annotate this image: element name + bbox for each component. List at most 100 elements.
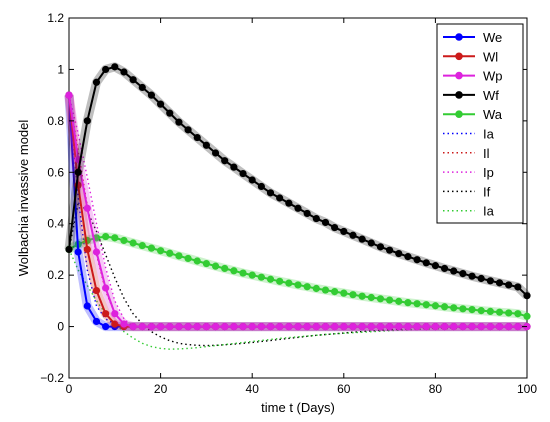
tick-layer: 0 20 40 60 80 100−0.200.20.40.60.811.2 (40, 11, 537, 396)
data-point (340, 322, 348, 331)
data-point (111, 63, 119, 71)
data-point (83, 245, 91, 254)
x-tick-label: 20 (154, 382, 168, 396)
data-point (83, 117, 91, 125)
legend-marker (455, 110, 463, 118)
legend-entry: Wa (443, 107, 503, 122)
data-point (505, 281, 513, 289)
legend-entry: Wl (443, 49, 498, 64)
data-point (157, 322, 165, 331)
data-point (276, 322, 284, 331)
data-point (92, 78, 101, 86)
data-point (495, 308, 504, 316)
data-point (138, 241, 146, 250)
legend-entry: Wf (443, 88, 499, 103)
data-point (120, 68, 128, 76)
data-point (514, 283, 522, 291)
data-point (514, 322, 522, 331)
data-point (211, 322, 220, 331)
data-point (92, 317, 101, 326)
data-point (404, 299, 412, 307)
legend-entry: Il (443, 146, 490, 161)
data-point (468, 306, 476, 314)
data-point (102, 232, 110, 241)
data-point (129, 239, 137, 247)
legend-label: Il (483, 146, 490, 161)
data-point (294, 204, 302, 212)
data-point (257, 182, 265, 191)
data-point (65, 91, 73, 99)
y-tick-label: 0.8 (47, 114, 64, 128)
data-point (349, 322, 357, 331)
data-point (367, 239, 375, 247)
data-point (440, 322, 449, 331)
data-point (303, 283, 311, 291)
legend-entry: Wp (443, 69, 503, 84)
data-point (266, 189, 275, 197)
data-point (486, 322, 494, 331)
data-point (276, 277, 284, 285)
y-tick-label: −0.2 (40, 371, 64, 385)
data-point (294, 322, 302, 331)
legend-marker (455, 71, 463, 80)
data-point (450, 304, 458, 312)
data-point (147, 244, 156, 252)
data-point (312, 214, 320, 223)
data-point (184, 126, 192, 134)
data-point (202, 141, 210, 149)
data-point (477, 274, 485, 283)
data-point (157, 247, 165, 255)
y-tick-label: 1 (57, 62, 64, 76)
x-tick-label: 100 (517, 382, 537, 396)
data-point (495, 322, 504, 331)
data-point (211, 262, 220, 270)
data-point (422, 322, 430, 331)
data-point (102, 284, 110, 292)
data-point (102, 310, 110, 318)
data-point (276, 194, 284, 202)
x-tick-label: 0 (66, 382, 73, 396)
legend-label: Wp (483, 69, 503, 84)
data-point (358, 322, 366, 331)
data-point (285, 322, 293, 331)
data-point (257, 322, 265, 331)
data-point (111, 234, 119, 242)
data-point (175, 322, 183, 331)
data-point (514, 310, 522, 318)
data-point (184, 254, 192, 263)
data-point (321, 286, 330, 294)
data-point (486, 277, 494, 285)
data-point (486, 307, 494, 315)
legend-entry: If (443, 184, 491, 199)
data-point (523, 292, 531, 300)
data-point (221, 264, 229, 273)
data-point (321, 218, 330, 227)
data-point (404, 322, 412, 331)
data-point (386, 246, 394, 254)
data-point (230, 163, 238, 171)
y-tick-label: 0 (57, 320, 64, 334)
data-point (266, 275, 275, 283)
data-point (440, 303, 449, 311)
data-point (303, 209, 311, 218)
data-point (102, 65, 110, 74)
data-point (468, 322, 476, 331)
x-axis-label: time t (Days) (261, 400, 335, 415)
series-wp (64, 91, 531, 332)
data-point (266, 322, 275, 331)
data-point (404, 253, 412, 261)
data-point (166, 322, 174, 331)
data-point (468, 272, 476, 280)
data-point (450, 267, 458, 275)
data-point (431, 302, 439, 310)
data-point (386, 296, 394, 304)
data-point (239, 322, 247, 331)
legend-box (436, 23, 524, 224)
data-point (376, 243, 385, 251)
data-point (422, 259, 430, 267)
legend-label: We (483, 30, 502, 45)
data-point (147, 322, 156, 331)
data-point (413, 322, 421, 331)
data-point (395, 322, 403, 331)
